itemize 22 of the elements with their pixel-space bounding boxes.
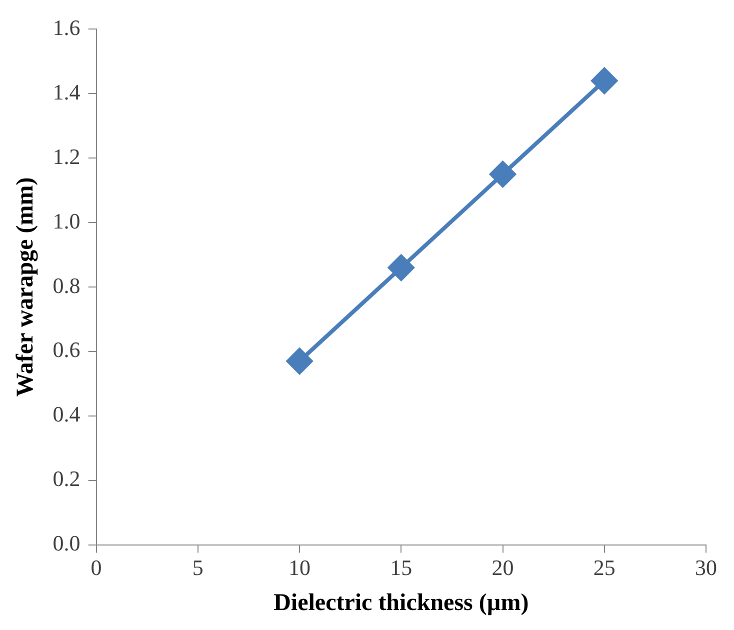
- point: [286, 348, 313, 374]
- x-tick-label: 10: [288, 554, 311, 580]
- x-tick-label: 20: [492, 554, 514, 580]
- x-tick-label: 0: [90, 554, 102, 580]
- x-axis-title: Dielectric thickness (µm): [274, 590, 529, 616]
- point: [490, 161, 516, 188]
- x-tick-label: 5: [192, 554, 204, 580]
- x-tick-label: 25: [593, 554, 616, 580]
- y-tick-label: 0.4: [52, 402, 80, 427]
- y-tick-label: 0.6: [52, 337, 80, 362]
- x-tick-label: 30: [695, 554, 717, 580]
- y-tick-label: 0.0: [52, 530, 80, 556]
- point: [591, 68, 618, 94]
- y-tick-label: 1.6: [52, 14, 80, 40]
- y-tick-label: 1.4: [52, 79, 80, 104]
- x-tick-label: 15: [390, 554, 412, 580]
- y-tick-label: 0.2: [52, 466, 80, 492]
- y-tick-label: 1.2: [52, 144, 80, 169]
- y-axis-title: Wafer warapge (mm): [12, 177, 39, 397]
- y-tick-label: 1.0: [52, 208, 80, 234]
- point: [388, 254, 414, 281]
- y-tick-label: 0.8: [52, 272, 80, 298]
